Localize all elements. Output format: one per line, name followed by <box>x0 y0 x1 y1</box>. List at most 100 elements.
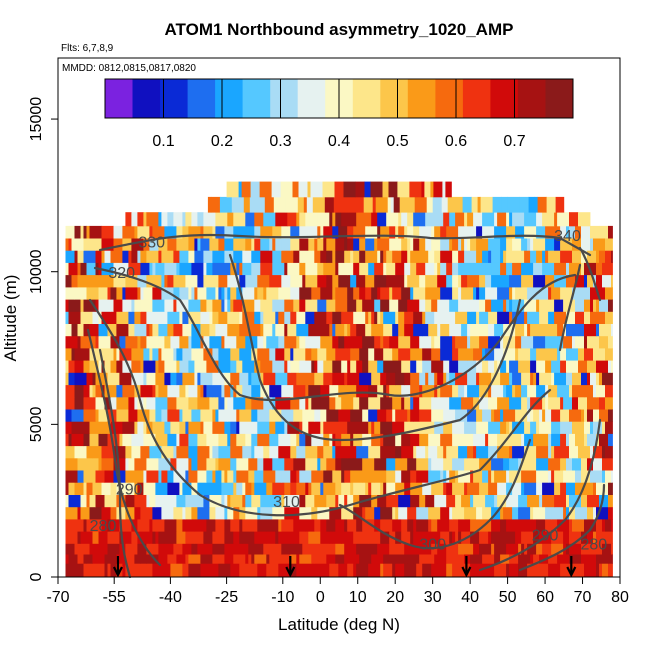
heatmap-cell <box>332 445 336 459</box>
heatmap-cell <box>536 212 543 227</box>
colorbar-tick-label: 0.7 <box>503 133 525 150</box>
heatmap-cell <box>506 225 516 239</box>
heatmap-cell <box>572 519 585 532</box>
heatmap-cell <box>95 494 105 508</box>
heatmap-cell <box>414 196 428 213</box>
heatmap-cell <box>176 225 183 239</box>
heatmap-cell <box>506 470 510 483</box>
heatmap-cell <box>509 445 513 459</box>
heatmap-cell <box>554 212 558 227</box>
heatmap-cell <box>218 457 231 471</box>
heatmap-cell <box>296 212 300 227</box>
contour-label: 300 <box>419 537 446 554</box>
heatmap-cell <box>218 409 228 422</box>
heatmap-cell <box>395 311 399 324</box>
heatmap-cell <box>424 181 431 198</box>
heatmap-cell <box>215 225 225 239</box>
heatmap-cell <box>176 396 189 410</box>
heatmap-cell <box>461 238 465 251</box>
heatmap-cell <box>197 212 204 227</box>
heatmap-cell <box>437 274 447 288</box>
heatmap-cell <box>176 531 186 544</box>
heatmap-cell <box>461 323 468 337</box>
heatmap-cell <box>74 360 84 373</box>
heatmap-cell <box>524 311 528 324</box>
heatmap-cell <box>389 335 396 349</box>
heatmap-cell <box>428 433 441 447</box>
heatmap-cell <box>197 506 210 520</box>
x-axis-label: Latitude (deg N) <box>278 615 400 634</box>
heatmap-cell <box>161 409 168 422</box>
heatmap-cell <box>434 372 438 386</box>
heatmap-cell <box>207 196 212 213</box>
heatmap-cell <box>308 384 321 398</box>
heatmap-cell <box>449 238 453 251</box>
heatmap-cell <box>248 372 252 386</box>
heatmap-cell <box>374 470 387 483</box>
heatmap-cell <box>140 311 147 324</box>
heatmap-cell <box>140 299 153 312</box>
x-tick-label: 80 <box>611 589 629 606</box>
heatmap-cell <box>107 563 111 578</box>
heatmap-cell <box>323 238 327 251</box>
heatmap-cell <box>310 181 323 198</box>
heatmap-cell <box>422 348 432 361</box>
heatmap-cell <box>599 250 606 263</box>
heatmap-cell <box>332 519 336 532</box>
heatmap-cell <box>545 384 549 398</box>
heatmap-cell <box>476 311 480 324</box>
heatmap-cell <box>284 335 297 349</box>
heatmap-cell <box>83 409 96 422</box>
heatmap-cell <box>584 384 594 398</box>
heatmap-cell <box>65 323 72 337</box>
heatmap-cell <box>584 409 588 422</box>
heatmap-cell <box>539 323 549 337</box>
heatmap-cell <box>497 311 510 324</box>
heatmap-cell <box>470 494 474 508</box>
heatmap-cell <box>530 250 537 263</box>
heatmap-cell <box>446 311 456 324</box>
heatmap-cell <box>503 543 507 555</box>
heatmap-cell <box>458 287 462 300</box>
heatmap-cell <box>89 457 99 471</box>
heatmap-cell <box>311 360 315 373</box>
heatmap-cell <box>227 396 234 410</box>
heatmap-cell <box>593 506 597 520</box>
colorbar-swatch <box>242 79 271 118</box>
heatmap-cell <box>503 323 507 337</box>
heatmap-cell <box>602 311 606 324</box>
heatmap-cell <box>488 335 501 349</box>
heatmap-cell <box>494 554 501 564</box>
heatmap-cell <box>305 262 318 276</box>
heatmap-cell <box>449 470 456 483</box>
heatmap-cell <box>596 519 603 532</box>
heatmap-cell <box>238 181 242 198</box>
heatmap-cell <box>605 421 613 434</box>
heatmap-cell <box>488 445 498 459</box>
heatmap-cell <box>467 323 471 337</box>
heatmap-cell <box>92 384 96 398</box>
heatmap-cell <box>230 287 237 300</box>
heatmap-cell <box>500 360 507 373</box>
heatmap-cell <box>161 470 168 483</box>
heatmap-cell <box>440 287 453 300</box>
heatmap-cell <box>155 262 165 276</box>
heatmap-cell <box>575 433 585 447</box>
heatmap-cell <box>74 348 87 361</box>
heatmap-cell <box>413 543 423 555</box>
heatmap-cell <box>587 494 600 508</box>
heatmap-cell <box>467 274 480 288</box>
x-tick-label: 40 <box>461 589 479 606</box>
heatmap-cell <box>452 262 459 276</box>
heatmap-cell <box>392 287 402 300</box>
heatmap-cell <box>176 457 189 471</box>
heatmap-cell <box>611 543 613 555</box>
heatmap-cell <box>386 212 399 227</box>
heatmap-cell <box>116 421 123 434</box>
heatmap-cell <box>149 494 156 508</box>
heatmap-cell <box>65 563 75 578</box>
heatmap-cell <box>197 482 210 495</box>
heatmap-cell <box>534 196 538 213</box>
heatmap-cell <box>602 274 612 288</box>
